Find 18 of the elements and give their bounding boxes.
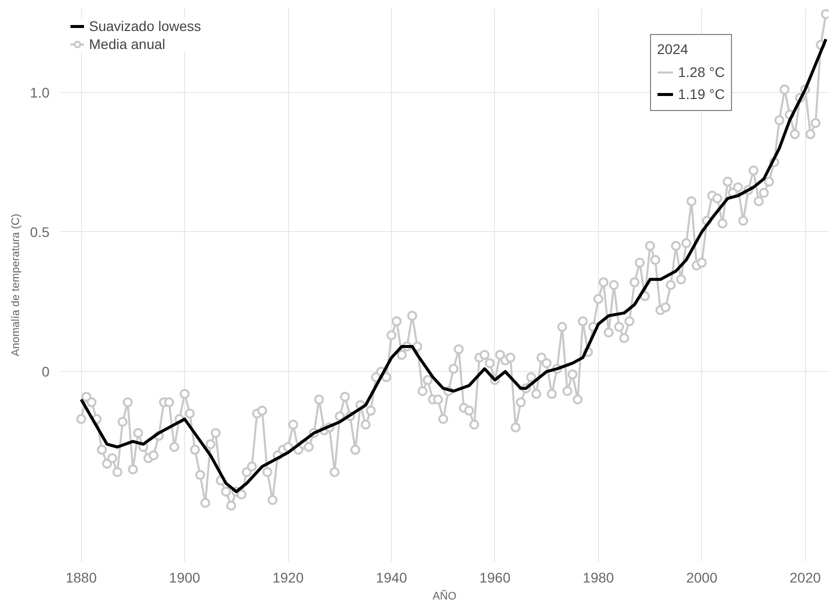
- legend-label: Suavizado lowess: [89, 18, 202, 34]
- x-tick-label: 2000: [686, 570, 718, 586]
- y-tick-label: 0.5: [30, 224, 50, 240]
- x-tick-label: 1960: [479, 570, 511, 586]
- x-tick-label: 1880: [66, 570, 97, 586]
- y-tick-label: 0: [42, 364, 50, 380]
- x-tick-label: 1920: [272, 570, 304, 586]
- x-axis-title: AÑO: [432, 590, 457, 602]
- legend-label: Media anual: [89, 36, 166, 52]
- annotation: 2024: [657, 41, 690, 57]
- x-tick-label: 1900: [169, 570, 200, 586]
- y-axis-title: Anomalía de temperatura (C): [10, 214, 22, 356]
- x-tick-label: 1980: [582, 570, 614, 586]
- annotation: 1.28 °C: [678, 64, 725, 80]
- annotation: 1.19 °C: [678, 86, 725, 102]
- y-tick-label: 1.0: [30, 84, 50, 100]
- x-tick-label: 1940: [376, 570, 408, 586]
- x-tick-label: 2020: [790, 570, 822, 586]
